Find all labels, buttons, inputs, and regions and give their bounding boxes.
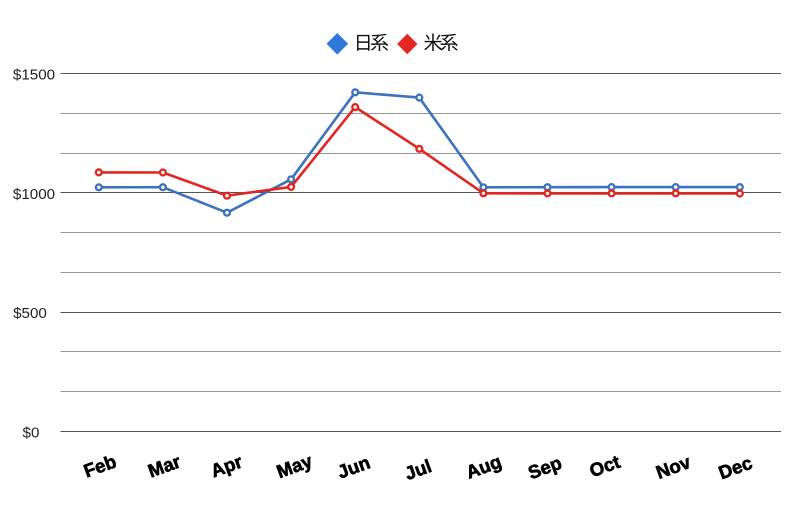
svg-text:$1000: $1000 <box>13 186 55 203</box>
svg-text:$500: $500 <box>13 305 47 322</box>
svg-text:$0: $0 <box>23 424 40 441</box>
svg-text:Apr: Apr <box>208 451 245 482</box>
svg-text:$1500: $1500 <box>13 66 55 83</box>
